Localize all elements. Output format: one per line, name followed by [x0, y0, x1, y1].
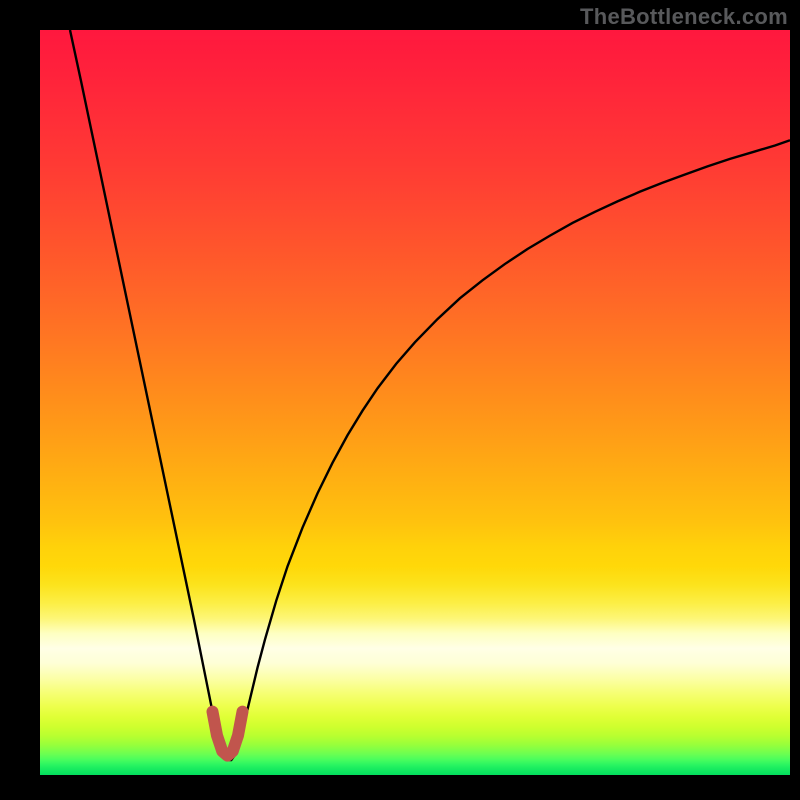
- plot-background: [40, 30, 790, 775]
- chart-container: { "meta": { "watermark": "TheBottleneck.…: [0, 0, 800, 800]
- watermark-label: TheBottleneck.com: [580, 4, 788, 30]
- bottleneck-curve-chart: [0, 0, 800, 800]
